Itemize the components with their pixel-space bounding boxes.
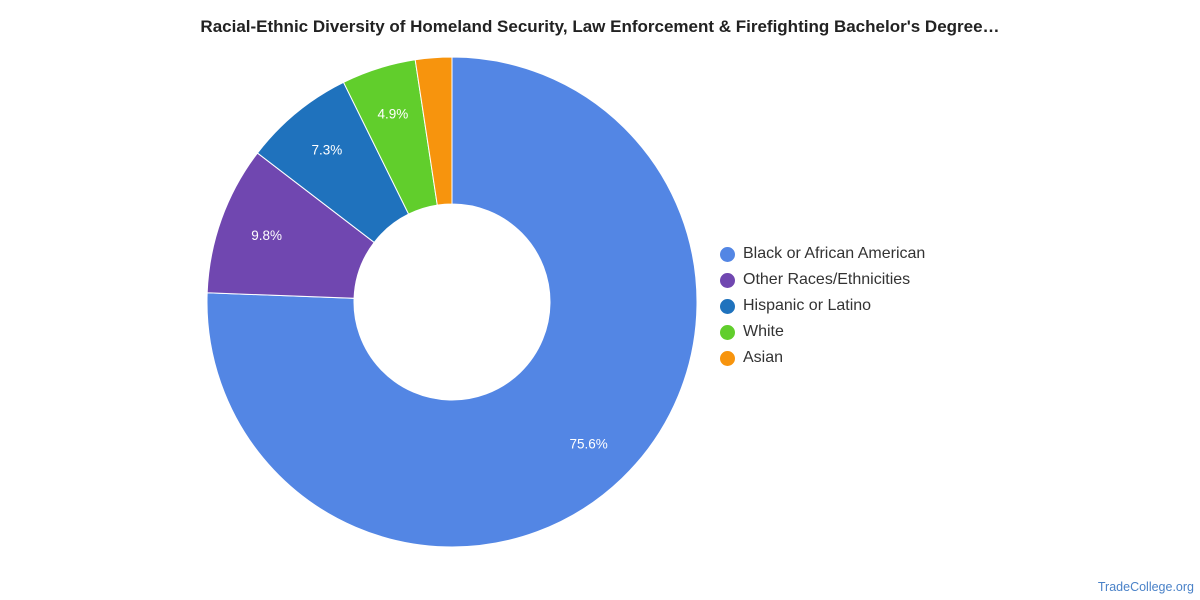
slice-label-black-or-african-american: 75.6% [570,436,608,451]
legend-item-white[interactable]: White [720,319,925,345]
slice-label-other-races-ethnicities: 9.8% [251,228,282,243]
legend-swatch-asian [720,350,735,366]
legend-label: Other Races/Ethnicities [743,271,911,288]
legend: Black or African American Other Races/Eth… [720,241,925,371]
slice-black-or-african-american[interactable] [206,56,698,548]
slice-label-white: 4.9% [378,107,409,122]
legend-item-other-races-ethnicities[interactable]: Other Races/Ethnicities [720,267,925,293]
slice-label-hispanic-or-latino: 7.3% [312,142,343,157]
legend-swatch-white [720,324,735,340]
legend-label: Hispanic or Latino [743,297,872,314]
legend-swatch-other-races-ethnicities [720,272,735,288]
legend-label: Asian [743,349,784,366]
chart-title: Racial-Ethnic Diversity of Homeland Secu… [200,17,1000,36]
legend-swatch-black-or-african-american [720,246,735,262]
slice-asian[interactable] [414,56,453,206]
legend-label: Black or African American [743,245,926,262]
legend-label: White [743,323,784,340]
legend-item-black-or-african-american[interactable]: Black or African American [720,241,925,267]
legend-swatch-hispanic-or-latino [720,298,735,314]
legend-item-asian[interactable]: Asian [720,345,925,371]
legend-item-hispanic-or-latino[interactable]: Hispanic or Latino [720,293,925,319]
watermark-link[interactable]: TradeCollege.org [1097,580,1194,594]
